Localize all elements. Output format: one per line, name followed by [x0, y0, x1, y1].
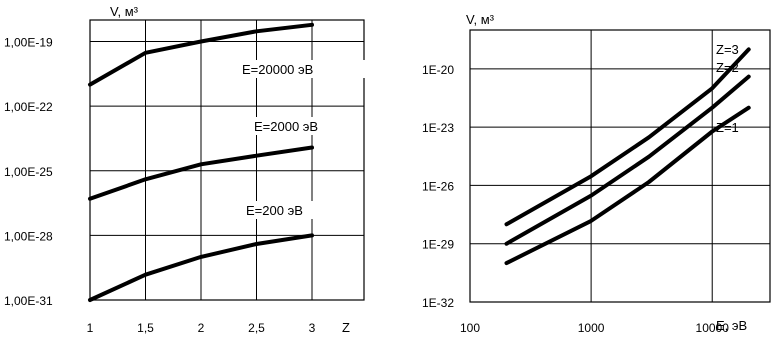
- left-series-line: [88, 22, 314, 87]
- left-series-label-bg: [243, 201, 355, 219]
- left-x-tick-label: 3: [309, 321, 316, 335]
- left-series-label-bg: [251, 117, 363, 135]
- left-y-tick-label: 1,00E-19: [4, 36, 53, 50]
- left-y-tick-label: 1,00E-25: [4, 165, 53, 179]
- right-series-group: [504, 47, 751, 266]
- left-series-label: E=200 эВ: [246, 203, 303, 218]
- right-x-ticks: 100 1000 10000: [460, 321, 729, 335]
- right-y-tick-label: 1E-20: [422, 63, 454, 77]
- left-series-label-bg: [239, 60, 367, 78]
- right-y-tick-label: 1E-32: [422, 296, 454, 310]
- left-y-tick-label: 1,00E-31: [4, 294, 53, 308]
- left-x-tick-label: 1,5: [137, 321, 154, 335]
- left-y-tick-label: 1,00E-22: [4, 100, 53, 114]
- left-series-line: [88, 145, 314, 201]
- right-x-axis-label: E, эВ: [716, 318, 747, 333]
- right-series-line: [504, 74, 751, 246]
- right-series-line: [504, 105, 751, 266]
- left-series-label: E=20000 эВ: [242, 62, 313, 77]
- left-y-ticks: 1,00E-31 1,00E-28 1,00E-25 1,00E-22 1,00E-19: [4, 36, 53, 308]
- left-x-axis-label: Z: [342, 320, 350, 335]
- left-series-line: [88, 233, 314, 302]
- right-series-line: [504, 47, 751, 227]
- right-series-labels: Z=3 Z=2 Z=1: [716, 42, 739, 135]
- right-x-tick-label: 100: [460, 321, 480, 335]
- right-y-ticks: 1E-32 1E-29 1E-26 1E-23 1E-20: [422, 63, 454, 310]
- right-y-tick-label: 1E-29: [422, 238, 454, 252]
- right-series-label: Z=1: [716, 120, 739, 135]
- right-series-label: Z=2: [716, 60, 739, 75]
- left-y-axis-label: V, м³: [110, 4, 139, 19]
- left-series-group: [88, 22, 314, 302]
- left-x-tick-label: 2: [198, 321, 205, 335]
- right-y-tick-label: 1E-23: [422, 121, 454, 135]
- right-plot-frame: [469, 29, 771, 303]
- right-series-label: Z=3: [716, 42, 739, 57]
- left-plot-frame: [89, 19, 365, 301]
- right-y-axis-label: V, м³: [466, 12, 495, 27]
- left-y-tick-label: 1,00E-28: [4, 229, 53, 243]
- right-y-tick-label: 1E-26: [422, 179, 454, 193]
- right-chart: 100 1000 10000 1E-32 1E-29 1E-26 1E-23 1E-20 V…: [422, 12, 771, 335]
- left-series-label: E=2000 эВ: [254, 119, 318, 134]
- left-series-labels: E=20000 эВ E=2000 эВ E=200 эВ: [239, 60, 367, 219]
- left-x-ticks: 1 1,5 2 2,5 3: [87, 321, 316, 335]
- right-x-tick-label: 1000: [578, 321, 605, 335]
- left-x-tick-label: 1: [87, 321, 94, 335]
- right-x-tick-label: 10000: [696, 321, 730, 335]
- left-x-tick-label: 2,5: [248, 321, 265, 335]
- left-chart: 1 1,5 2 2,5 3 1,00E-311,00E-281,00E-251,00E-…: [4, 4, 367, 335]
